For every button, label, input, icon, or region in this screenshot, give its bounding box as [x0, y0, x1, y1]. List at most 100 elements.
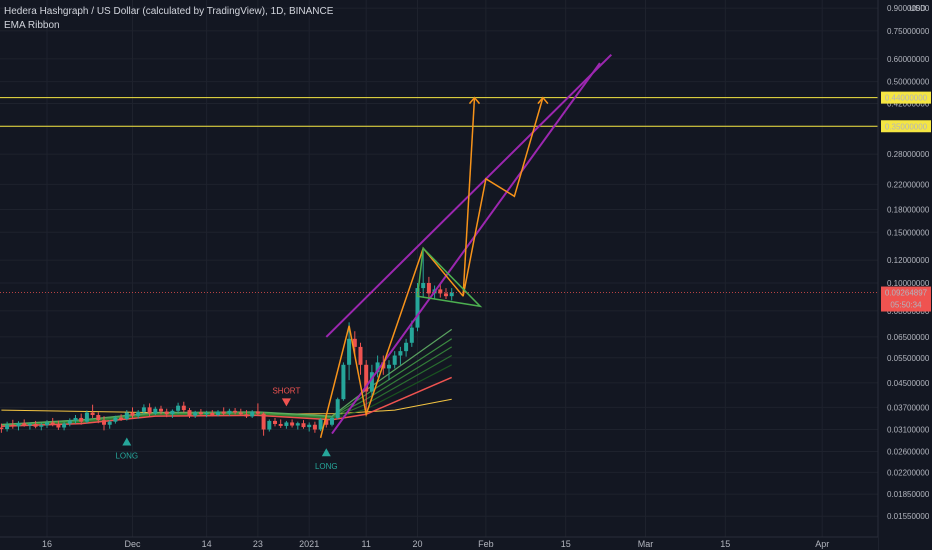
- price-tick-label: 0.75000000: [887, 27, 930, 36]
- time-tick-label: 16: [42, 539, 52, 549]
- price-tick-label: 0.90000000: [887, 4, 930, 13]
- price-tick-label: 0.10000000: [887, 279, 930, 288]
- triangle-pattern[interactable]: [416, 246, 483, 308]
- candle-body: [176, 405, 181, 411]
- level-price-tag[interactable]: [881, 91, 931, 104]
- candle-body: [238, 412, 243, 415]
- price-tick-label: 0.15000000: [887, 228, 930, 237]
- candle-body: [170, 410, 175, 415]
- candle-body: [295, 423, 300, 426]
- candle-body: [421, 282, 426, 289]
- time-tick-label: 11: [362, 539, 371, 549]
- time-tick-label: Apr: [815, 539, 829, 549]
- time-tick-label: 20: [412, 539, 422, 549]
- price-tick-label: 0.04500000: [887, 379, 930, 388]
- candle-body: [73, 417, 78, 421]
- candle-body: [404, 342, 409, 352]
- signal-label: SHORT: [272, 386, 300, 395]
- candle-body: [79, 417, 84, 422]
- candle-body: [141, 407, 146, 412]
- candle-body: [56, 424, 61, 428]
- candle-body: [22, 423, 27, 426]
- candle-body: [438, 289, 443, 294]
- level-price-label: 0.35000000: [885, 122, 928, 131]
- candle-body: [284, 422, 289, 426]
- candle-body: [119, 417, 124, 420]
- candle-body: [318, 419, 323, 430]
- candle-body: [233, 410, 238, 413]
- price-tick-label: 0.22000000: [887, 180, 930, 189]
- candle-body: [102, 420, 106, 425]
- candle-body: [198, 412, 203, 415]
- projection-path-a[interactable]: [462, 97, 476, 297]
- candle-body: [358, 346, 363, 365]
- price-tick-label: 0.03700000: [887, 403, 930, 412]
- price-tick-label: 0.60000000: [887, 55, 930, 64]
- candle-body: [352, 338, 357, 347]
- candle-body: [278, 423, 283, 426]
- level-price-tag[interactable]: [881, 120, 931, 133]
- price-axis[interactable]: USD 0.01550000 0.01850000 0.02200000 0.02600…: [877, 0, 932, 550]
- candle-body: [409, 327, 414, 343]
- candle-body: [290, 422, 295, 426]
- candle-body: [267, 420, 272, 430]
- price-tick-label: 0.02600000: [887, 448, 930, 457]
- candle-body: [147, 407, 152, 414]
- candle-body: [33, 423, 38, 427]
- time-tick-label: 15: [720, 539, 730, 549]
- arrow-head: [468, 96, 481, 105]
- indicator-label[interactable]: EMA Ribbon: [4, 20, 60, 31]
- price-tick-label: 0.50000000: [887, 78, 930, 87]
- candle-body: [392, 355, 397, 365]
- time-axis[interactable]: 16 Dec 14 23 2021 11 20 Feb 15 Mar 15 Apr: [0, 536, 878, 550]
- price-tick-label: 0.28000000: [887, 150, 930, 159]
- candle-body: [415, 288, 420, 328]
- price-tick-label: 0.05500000: [887, 354, 930, 363]
- candle-body: [124, 412, 129, 420]
- time-tick-label: Feb: [478, 539, 494, 549]
- grid-lines: [0, 0, 878, 537]
- projection-path-b[interactable]: [462, 97, 544, 297]
- candle-body: [301, 423, 306, 428]
- candle-body: [187, 410, 192, 416]
- candle-body: [255, 411, 260, 414]
- candle-body: [210, 412, 215, 416]
- candle-body: [27, 423, 32, 426]
- candle-body: [261, 413, 266, 430]
- signal-long-arrow: [321, 448, 331, 457]
- candle-body: [67, 420, 72, 424]
- candle-body: [398, 351, 403, 356]
- price-tick-label: 0.06500000: [887, 333, 930, 342]
- candle-body: [50, 422, 55, 425]
- candle-body: [444, 293, 448, 297]
- price-tick-label: 0.01850000: [887, 490, 930, 499]
- price-tick-label: 0.02200000: [887, 468, 930, 477]
- candle-body: [335, 399, 340, 418]
- candle-body: [159, 408, 163, 412]
- price-tick-label: 0.12000000: [887, 256, 930, 265]
- candle-body: [113, 417, 118, 422]
- candle-body: [449, 292, 454, 297]
- candle-body: [107, 421, 112, 425]
- candle-body: [324, 419, 329, 425]
- candle-body: [39, 425, 44, 427]
- current-price-tag: [881, 286, 931, 312]
- candle-body: [312, 424, 317, 430]
- candle-body: [0, 427, 4, 430]
- candle-body: [153, 408, 158, 414]
- signal-long-arrow: [122, 437, 132, 446]
- zigzag-path[interactable]: [319, 246, 464, 438]
- time-axis-background: [0, 537, 878, 550]
- horizontal-levels[interactable]: [0, 97, 878, 127]
- trend-drawings[interactable]: [319, 53, 613, 438]
- time-tick-label: 2021: [299, 539, 319, 549]
- signal-short-arrow: [281, 398, 291, 407]
- time-tick-label: Mar: [638, 539, 654, 549]
- signal-label: LONG: [115, 452, 138, 461]
- candle-body: [204, 412, 209, 415]
- currency-label: USD: [909, 4, 926, 13]
- arrow-head: [537, 96, 549, 105]
- candle-body: [364, 364, 369, 392]
